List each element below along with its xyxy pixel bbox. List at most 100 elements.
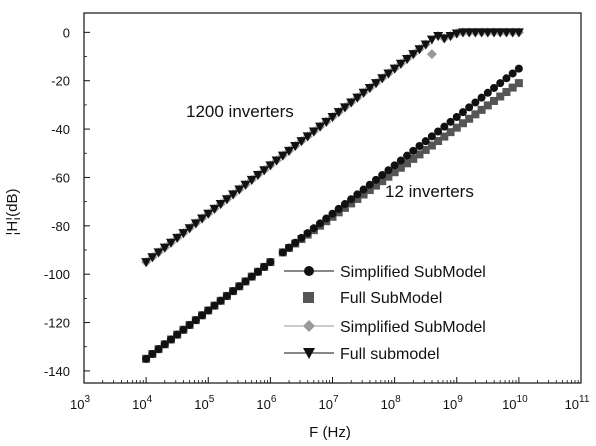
y-tick-label: -80 <box>51 219 70 234</box>
legend-marker-square <box>303 292 314 303</box>
data-point-circle <box>340 200 349 209</box>
data-point-circle <box>322 214 331 223</box>
legend-item-simplified-submodel-diamond: Simplified SubModel <box>284 319 486 336</box>
data-point-circle <box>142 354 151 363</box>
data-point-triangle <box>240 180 251 190</box>
data-point-square <box>427 141 436 150</box>
legend-item-simplified-submodel-circle: Simplified SubModel <box>284 264 486 281</box>
x-tick-label-base: 10 <box>502 397 516 412</box>
x-tick-label-exponent: 10 <box>517 394 529 405</box>
data-point-circle <box>421 137 430 146</box>
data-point-square <box>409 154 418 163</box>
data-point-circle <box>415 142 424 151</box>
data-point-triangle <box>209 204 220 214</box>
x-axis-ticks: 103 104 105 106 107 108 109 1010 1011 <box>70 377 590 412</box>
data-point-triangle <box>271 156 282 166</box>
x-tick-label-base: 10 <box>132 397 146 412</box>
data-point-square <box>365 186 374 195</box>
data-point-circle <box>334 204 343 213</box>
data-point-triangle <box>184 224 195 234</box>
data-point-square <box>502 88 511 97</box>
data-point-circle <box>235 282 244 291</box>
legend-label-triangle: Full submodel <box>340 346 440 363</box>
data-point-triangle <box>426 35 437 45</box>
x-tick-label-base: 10 <box>443 397 457 412</box>
legend: Simplified SubModel Full SubModel Simpli… <box>284 264 486 363</box>
series-markers <box>141 27 524 363</box>
data-point-square <box>465 114 474 123</box>
legend-marker-circle <box>304 266 314 276</box>
data-point-triangle <box>333 108 344 118</box>
data-point-circle <box>173 330 182 339</box>
data-point-triangle <box>383 69 394 79</box>
data-point-square <box>458 119 467 128</box>
x-axis-title: F (Hz) <box>309 424 351 441</box>
data-point-circle <box>384 166 393 175</box>
data-point-circle <box>452 112 461 121</box>
y-tick-label: -60 <box>51 170 70 185</box>
x-tick-label: 109 <box>443 394 463 412</box>
data-point-triangle <box>370 79 381 89</box>
data-point-triangle <box>165 238 176 248</box>
data-point-circle <box>390 161 399 170</box>
y-tick-label: -140 <box>44 364 70 379</box>
data-point-triangle <box>315 122 326 132</box>
legend-marker-triangle <box>303 348 315 359</box>
data-point-circle <box>253 267 262 276</box>
y-tick-label: 0 <box>63 25 70 40</box>
data-point-triangle <box>377 74 388 84</box>
data-point-triangle <box>246 175 257 185</box>
data-point-triangle <box>172 233 183 243</box>
data-point-circle <box>514 64 523 73</box>
data-point-triangle <box>302 132 313 142</box>
data-point-circle <box>483 88 492 97</box>
data-point-circle <box>222 291 231 300</box>
data-point-triangle <box>433 31 444 41</box>
x-tick-label-base: 10 <box>565 397 579 412</box>
y-axis-title: ¦H¦(dB) <box>4 189 21 236</box>
data-point-circle <box>477 93 486 102</box>
data-point-triangle <box>259 166 270 176</box>
data-point-square <box>508 83 517 92</box>
data-point-circle <box>434 127 443 136</box>
data-point-triangle <box>141 258 152 268</box>
data-point-triangle <box>408 50 419 60</box>
data-point-circle <box>266 258 275 267</box>
annotation-12-inverters: 12 inverters <box>385 182 474 201</box>
data-point-triangle <box>178 229 189 239</box>
plot-area-border <box>83 12 582 384</box>
x-tick-label-base: 10 <box>256 397 270 412</box>
data-point-circle <box>204 306 213 315</box>
data-point-square <box>514 79 523 88</box>
data-point-square <box>446 128 455 137</box>
x-tick-label: 106 <box>256 394 276 412</box>
data-point-circle <box>216 296 225 305</box>
data-point-triangle <box>277 151 288 161</box>
data-point-triangle <box>234 185 245 195</box>
data-point-circle <box>458 108 467 117</box>
data-point-circle <box>490 83 499 92</box>
data-point-triangle <box>451 29 462 39</box>
data-point-triangle <box>395 59 406 69</box>
data-point-circle <box>427 132 436 141</box>
x-tick-label: 1010 <box>502 394 528 412</box>
data-point-triangle <box>308 127 319 137</box>
x-tick-label-exponent: 11 <box>579 394 590 405</box>
data-point-circle <box>471 98 480 107</box>
data-point-triangle <box>420 40 431 50</box>
data-point-triangle <box>221 195 232 205</box>
data-point-circle <box>291 238 300 247</box>
data-point-triangle <box>321 117 332 127</box>
data-point-circle <box>241 277 250 286</box>
legend-label-circle: Simplified SubModel <box>340 264 486 281</box>
data-point-circle <box>148 349 157 358</box>
data-point-square <box>384 172 393 181</box>
data-point-circle <box>303 229 312 238</box>
data-point-triangle <box>402 54 413 64</box>
data-point-circle <box>446 117 455 126</box>
x-tick-label: 1011 <box>565 394 590 412</box>
annotation-1200-inverters: 1200 inverters <box>186 102 294 121</box>
y-tick-label: -20 <box>51 74 70 89</box>
data-point-circle <box>316 219 325 228</box>
